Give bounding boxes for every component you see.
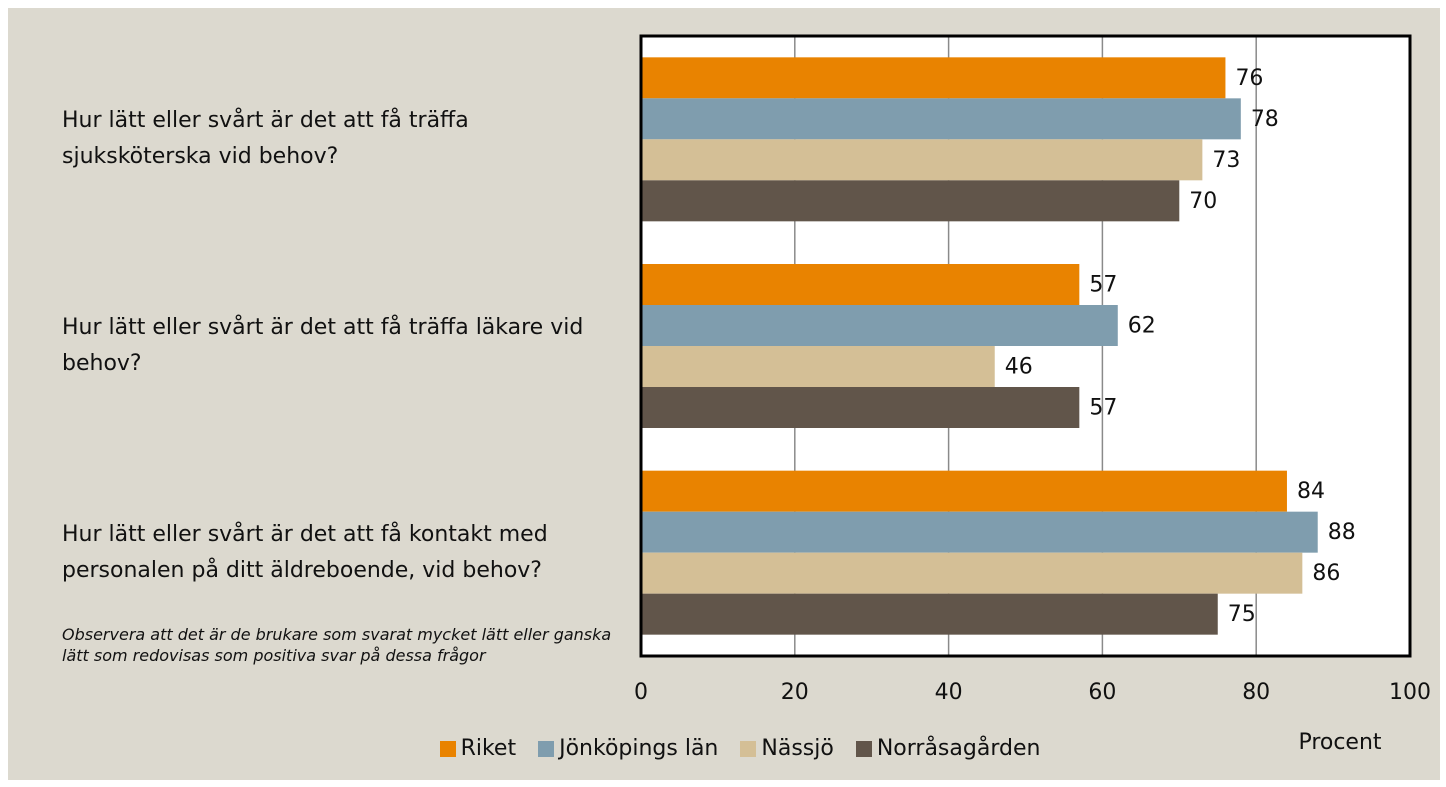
category-label: Hur lätt eller svårt är det att få konta… — [62, 521, 548, 583]
bar — [641, 57, 1226, 99]
legend-item: Norråsagården — [855, 736, 1041, 761]
value-label: 84 — [1297, 479, 1325, 504]
bar — [641, 470, 1287, 512]
legend-swatch — [740, 740, 757, 757]
legend-swatch — [855, 740, 872, 757]
x-tick-label: 100 — [1389, 680, 1431, 705]
bar — [641, 552, 1303, 594]
x-tick-label: 80 — [1242, 680, 1270, 705]
x-tick-label: 60 — [1088, 680, 1116, 705]
value-label: 57 — [1089, 396, 1117, 421]
legend: Riket Jönköpings län Nässjö Norråsagården — [240, 736, 1240, 761]
legend-label: Riket — [460, 736, 517, 761]
value-label: 57 — [1089, 273, 1117, 298]
bar — [641, 305, 1118, 346]
x-tick-label: 0 — [634, 680, 648, 705]
legend-item: Nässjö — [740, 736, 834, 761]
value-label: 75 — [1228, 602, 1256, 627]
legend-swatch — [538, 740, 555, 757]
x-axis-label: Procent — [1298, 730, 1381, 755]
legend-label: Jönköpings län — [559, 736, 719, 761]
legend-label: Nässjö — [761, 736, 834, 761]
value-label: 78 — [1251, 107, 1279, 132]
legend-swatch — [439, 740, 456, 757]
x-tick-label: 40 — [935, 680, 963, 705]
bar — [641, 139, 1203, 181]
legend-item: Jönköpings län — [538, 736, 718, 761]
value-label: 62 — [1128, 314, 1156, 339]
annotation: Observera att det är de brukare som svar… — [62, 625, 612, 665]
bar — [641, 180, 1180, 222]
value-label: 70 — [1189, 189, 1217, 214]
category-label: Hur lätt eller svårt är det att få träff… — [62, 315, 584, 376]
value-label: 76 — [1235, 66, 1263, 91]
value-label: 86 — [1312, 561, 1340, 586]
value-label: 88 — [1328, 520, 1356, 545]
value-label: 46 — [1005, 355, 1033, 380]
bar — [641, 387, 1080, 428]
bar — [641, 264, 1080, 305]
legend-item: Riket — [439, 736, 517, 761]
value-label: 73 — [1212, 148, 1240, 173]
bar — [641, 593, 1218, 635]
category-label: Hur lätt eller svårt är det att få träff… — [62, 108, 469, 170]
bar — [641, 511, 1318, 553]
plot-border — [639, 34, 1412, 658]
x-tick-label: 20 — [781, 680, 809, 705]
bar — [641, 98, 1241, 140]
bar — [641, 346, 995, 387]
legend-label: Norråsagården — [876, 736, 1041, 761]
